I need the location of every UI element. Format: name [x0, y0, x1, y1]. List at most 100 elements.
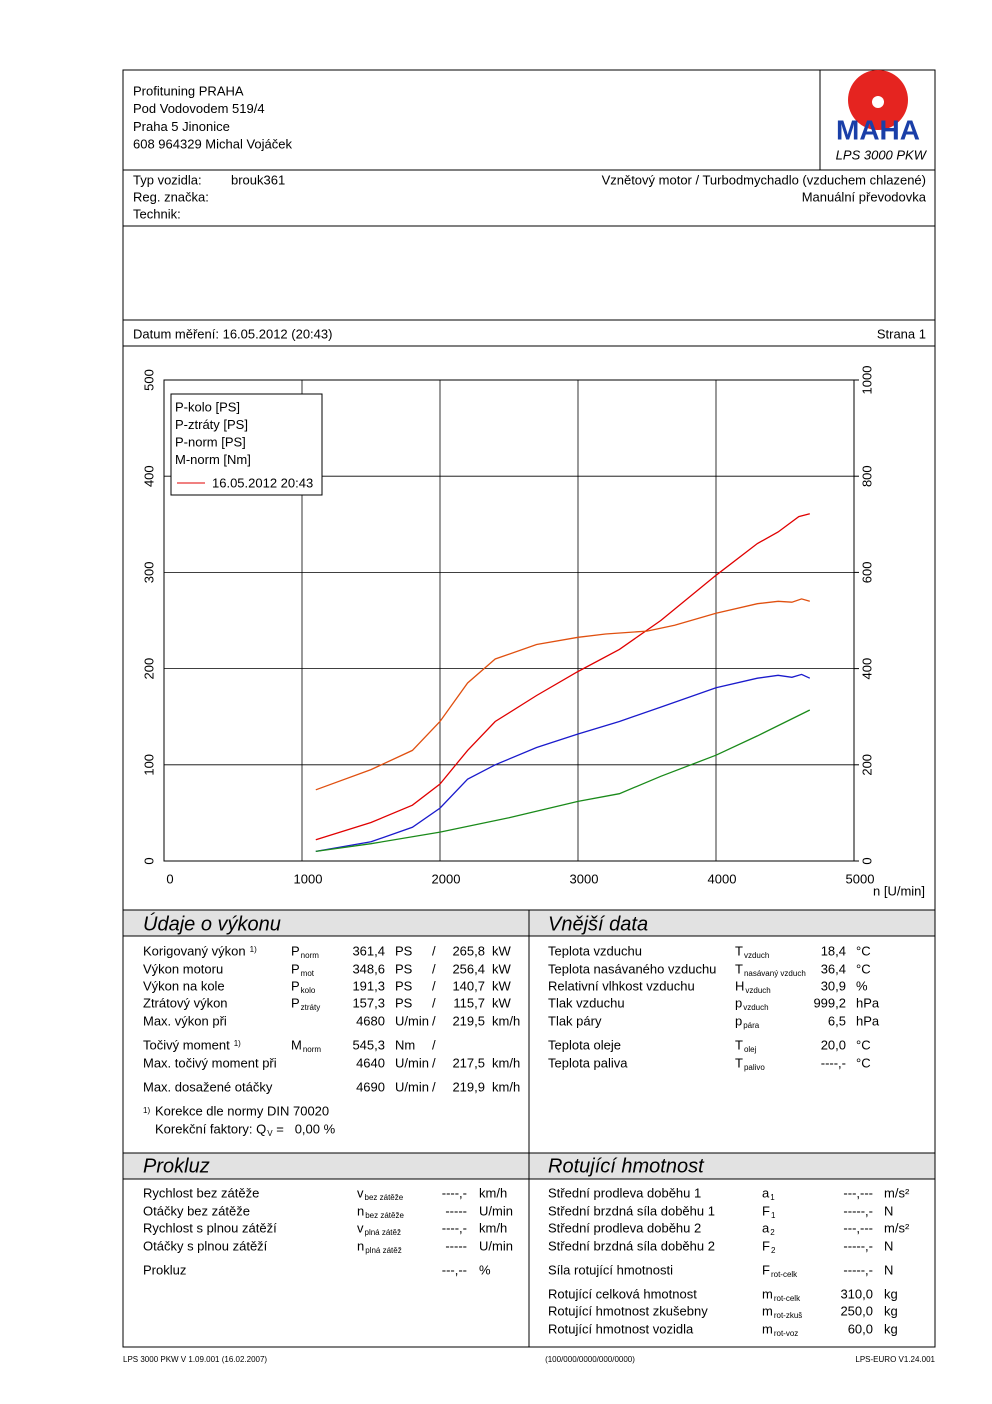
- symbol-subscript: olej: [744, 1045, 757, 1054]
- value: ---,--: [442, 1262, 467, 1277]
- section-title: Vnější data: [548, 913, 648, 935]
- symbol: H: [735, 978, 744, 993]
- row-label: Točivý moment: [143, 1037, 230, 1052]
- footnote: = 0,00 %: [276, 1121, 335, 1136]
- value: 18,4: [821, 943, 846, 958]
- value: 6,5: [828, 1013, 846, 1028]
- row-label: Rychlost s plnou zátěží: [143, 1220, 277, 1235]
- value: ---,---: [843, 1220, 873, 1235]
- row-label: Otáčky s plnou zátěží: [143, 1238, 268, 1253]
- value: 545,3: [352, 1037, 385, 1052]
- value: -----,-: [843, 1262, 873, 1277]
- note: 1): [234, 1039, 241, 1048]
- symbol-subscript: 2: [771, 1246, 776, 1255]
- value: -----: [445, 1238, 467, 1253]
- row-label: Teplota paliva: [548, 1055, 628, 1070]
- separator: /: [432, 961, 436, 976]
- y-tick-label: 0: [141, 857, 156, 864]
- symbol: p: [735, 1013, 742, 1028]
- unit: kg: [884, 1303, 898, 1318]
- symbol-subscript: rot-celk: [771, 1270, 798, 1279]
- section-title: Rotující hmotnost: [548, 1155, 705, 1177]
- unit: km/h: [479, 1185, 507, 1200]
- symbol-subscript: rot-voz: [774, 1329, 798, 1338]
- section-title: Prokluz: [143, 1155, 210, 1177]
- row-label: Max. točivý moment při: [143, 1055, 277, 1070]
- section-title: Údaje o výkonu: [143, 912, 281, 935]
- gearbox: Manuální převodovka: [802, 189, 927, 204]
- x-tick-label: 5000: [846, 871, 875, 886]
- symbol: T: [735, 1055, 743, 1070]
- series-line: [315, 673, 811, 853]
- logo: MAHA: [836, 114, 920, 145]
- unit: PS: [395, 995, 413, 1010]
- separator: /: [432, 1055, 436, 1070]
- unit: °C: [856, 1037, 871, 1052]
- x-tick-label: 1000: [294, 871, 323, 886]
- symbol-subscript: palivo: [744, 1063, 765, 1072]
- symbol-subscript: mot: [301, 969, 315, 978]
- symbol: n: [357, 1203, 364, 1218]
- symbol-subscript: vzduch: [745, 986, 770, 995]
- x-tick-label: 3000: [570, 871, 599, 886]
- unit: °C: [856, 961, 871, 976]
- symbol: F: [762, 1203, 770, 1218]
- separator: /: [432, 1037, 436, 1052]
- legend: [170, 393, 323, 496]
- label: Reg. značka:: [133, 189, 209, 204]
- separator: /: [432, 1079, 436, 1094]
- symbol-subscript: 2: [770, 1228, 775, 1237]
- y2-tick-label: 0: [859, 857, 874, 864]
- company-line: Praha 5 Jinonice: [133, 119, 230, 134]
- row-label: Teplota oleje: [548, 1037, 621, 1052]
- series-line: [315, 709, 811, 853]
- value: 348,6: [352, 961, 385, 976]
- value: 256,4: [452, 961, 485, 976]
- symbol-subscript: kolo: [301, 986, 316, 995]
- symbol: T: [735, 961, 743, 976]
- row-label: Střední prodleva doběhu 2: [548, 1220, 701, 1235]
- y2-tick-label: 200: [859, 754, 874, 776]
- unit: U/min: [395, 1055, 429, 1070]
- unit: kW: [492, 943, 512, 958]
- row-label: Síla rotující hmotnosti: [548, 1262, 673, 1277]
- unit: U/min: [395, 1079, 429, 1094]
- row-label: Otáčky bez zátěže: [143, 1203, 250, 1218]
- legend-entry: 16.05.2012 20:43: [212, 475, 313, 490]
- legend-entry: M-norm [Nm]: [175, 452, 251, 467]
- unit: m/s²: [884, 1220, 910, 1235]
- unit: PS: [395, 943, 413, 958]
- engine: Vznětový motor / Turbodmychadlo (vzduche…: [602, 172, 926, 187]
- symbol-subscript: rot-celk: [774, 1294, 801, 1303]
- separator: /: [432, 1013, 436, 1028]
- value: ----,-: [821, 1055, 846, 1070]
- unit: kW: [492, 995, 512, 1010]
- value: 36,4: [821, 961, 846, 976]
- y2-tick-label: 1000: [859, 366, 874, 395]
- row-label: Ztrátový výkon: [143, 995, 228, 1010]
- row-label: Výkon motoru: [143, 961, 223, 976]
- note: 1): [143, 1106, 150, 1115]
- value: 265,8: [452, 943, 485, 958]
- symbol: P: [291, 978, 300, 993]
- footnote-subscript: V: [267, 1129, 273, 1138]
- value: -----,-: [843, 1238, 873, 1253]
- row-label: Teplota vzduchu: [548, 943, 642, 958]
- footnote: Korekce dle normy DIN 70020: [155, 1103, 329, 1118]
- separator: /: [432, 943, 436, 958]
- date: Datum měření: 16.05.2012 (20:43): [133, 326, 332, 341]
- company-line: 608 964329 Michal Vojáček: [133, 137, 293, 152]
- symbol: n: [357, 1238, 364, 1253]
- row-label: Rotující hmotnost vozidla: [548, 1321, 694, 1336]
- row-label: Prokluz: [143, 1262, 186, 1277]
- x-tick-label: 2000: [432, 871, 461, 886]
- unit: %: [479, 1262, 491, 1277]
- unit: PS: [395, 978, 413, 993]
- unit: Nm: [395, 1037, 415, 1052]
- value: ----,-: [442, 1185, 467, 1200]
- value: -----,-: [843, 1203, 873, 1218]
- unit: %: [856, 978, 868, 993]
- symbol-subscript: bez zátěže: [365, 1193, 404, 1202]
- symbol-subscript: rot-zkuš: [774, 1311, 802, 1320]
- x-axis-label: n [U/min]: [873, 883, 925, 898]
